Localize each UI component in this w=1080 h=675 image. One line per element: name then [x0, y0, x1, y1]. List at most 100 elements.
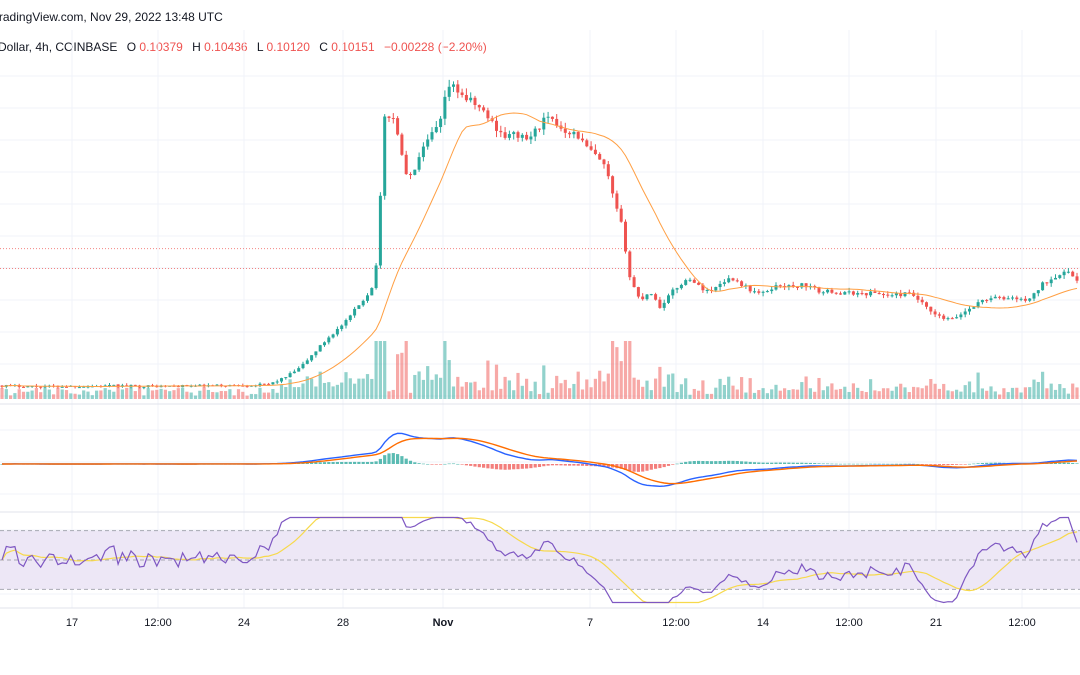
- macd-histogram-bar: [770, 462, 774, 464]
- candle-body: [417, 157, 421, 170]
- macd-histogram-bar: [499, 464, 503, 470]
- volume-bar: [138, 387, 142, 399]
- macd-histogram-bar: [950, 464, 954, 465]
- grid: [0, 30, 1080, 608]
- candle-body: [1058, 275, 1062, 278]
- candle-body: [860, 293, 864, 295]
- macd-histogram-bar: [340, 461, 344, 464]
- volume-bar: [838, 388, 843, 399]
- candle-body: [473, 97, 477, 106]
- macd-histogram-bar: [327, 462, 331, 464]
- candle-body: [692, 279, 696, 283]
- candle-body: [1015, 297, 1019, 300]
- volume-bar: [168, 391, 172, 399]
- volume-bar: [193, 395, 198, 399]
- close-key: C: [319, 40, 328, 54]
- candle-body: [400, 134, 404, 155]
- macd-histogram-bar: [559, 464, 563, 466]
- volume-bar: [856, 387, 860, 399]
- volume-bar: [34, 388, 38, 399]
- macd-histogram-bar: [946, 464, 950, 466]
- volume-bar: [1071, 383, 1075, 399]
- macd-histogram-bar: [675, 463, 679, 465]
- candle-body: [946, 318, 950, 320]
- candle-body: [142, 387, 146, 389]
- candle-body: [292, 371, 296, 374]
- candle-body: [533, 128, 537, 137]
- macd-signal-line: [2, 437, 1078, 485]
- candle-body: [357, 305, 361, 309]
- volume-bar: [52, 394, 56, 399]
- time-axis[interactable]: 17 12:00 24 28 Nov 7 12:00 14 12:00 21 12:00: [66, 617, 1036, 629]
- volume-bar: [120, 389, 124, 399]
- candle-body: [645, 294, 649, 300]
- volume-bar: [533, 381, 537, 399]
- macd-histogram-bar: [1066, 462, 1070, 464]
- candle-body: [1075, 276, 1079, 281]
- volume-bar: [271, 389, 275, 399]
- macd-histogram-bar: [757, 462, 761, 464]
- macd-histogram-bar: [602, 464, 606, 467]
- volume-bar: [903, 387, 907, 399]
- volume-bar: [39, 392, 43, 399]
- macd-histogram-bar: [443, 463, 447, 465]
- macd-histogram-bar: [331, 462, 335, 464]
- candle-body: [662, 302, 666, 308]
- volume-bar: [520, 385, 524, 399]
- volume-bar: [770, 389, 774, 399]
- macd-histogram-bar: [408, 460, 413, 464]
- candle-body: [753, 291, 756, 293]
- volume-bar: [550, 388, 554, 399]
- macd-histogram-bar: [705, 461, 709, 464]
- candle-body: [271, 382, 275, 385]
- volume-bar: [348, 378, 352, 399]
- candle-body: [925, 302, 928, 307]
- volume-bar: [757, 390, 761, 399]
- volume-bar: [4, 389, 8, 399]
- candle-body: [245, 386, 249, 388]
- candle-body: [267, 383, 271, 385]
- candle-body: [1028, 298, 1032, 301]
- candle-body: [409, 174, 412, 176]
- candle-body: [1071, 271, 1075, 277]
- macd-histogram-bar: [967, 463, 972, 465]
- volume-bar: [817, 377, 821, 399]
- candle-body: [482, 107, 486, 111]
- candle-body: [262, 383, 266, 385]
- volume-bar: [851, 383, 855, 399]
- candle-body: [280, 378, 283, 382]
- volume-bar: [598, 370, 602, 399]
- volume-bar: [959, 391, 963, 399]
- candle-body: [198, 384, 202, 386]
- candle-body: [800, 283, 804, 288]
- macd-histogram-bar: [473, 464, 477, 467]
- volume-bar: [310, 378, 314, 399]
- macd-histogram-bar: [834, 463, 838, 465]
- candle-body: [219, 384, 223, 386]
- candlesticks[interactable]: [0, 79, 1079, 390]
- volume-bar: [464, 382, 468, 399]
- macd-histogram-bar: [886, 463, 890, 465]
- volume-bar: [26, 391, 30, 399]
- volume-bar: [236, 389, 241, 399]
- candle-body: [529, 136, 533, 140]
- candle-body: [512, 132, 516, 135]
- candle-body: [671, 289, 675, 296]
- volume-bar: [361, 378, 365, 399]
- candle-body: [641, 296, 645, 300]
- candle-body: [65, 386, 68, 388]
- macd-histogram-bar: [520, 464, 524, 469]
- time-axis-label: Nov: [433, 617, 455, 629]
- volume-bar: [30, 390, 34, 399]
- volume-bar: [370, 378, 374, 399]
- volume-bar: [800, 382, 804, 399]
- volume-bar: [129, 385, 133, 399]
- candle-body: [1066, 271, 1070, 273]
- volume-bar: [133, 391, 137, 399]
- candle-body: [757, 291, 761, 293]
- candle-body: [486, 110, 490, 119]
- volume-bar: [658, 366, 662, 399]
- candle-body: [374, 265, 378, 289]
- volume-bar: [976, 372, 980, 399]
